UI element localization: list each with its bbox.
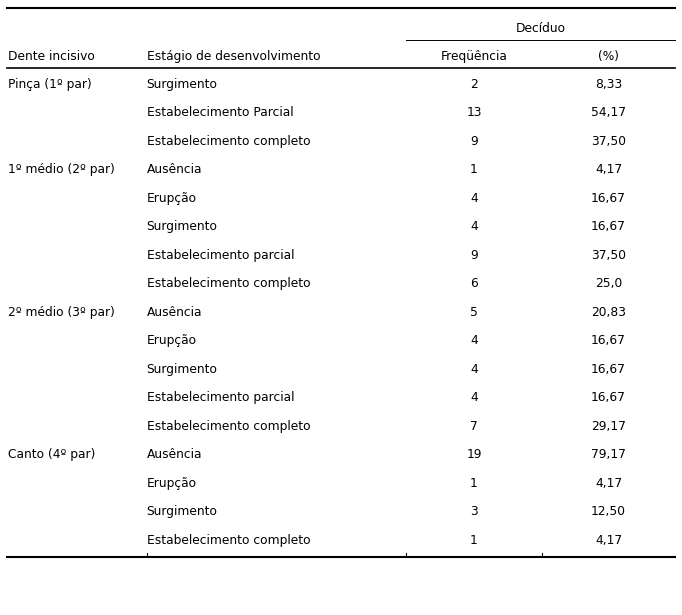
Text: Decíduo: Decíduo [516,22,565,35]
Text: 16,67: 16,67 [591,192,626,205]
Text: 4: 4 [470,220,478,233]
Text: Estágio de desenvolvimento: Estágio de desenvolvimento [147,50,321,63]
Text: 2: 2 [470,77,478,91]
Text: Surgimento: Surgimento [147,77,218,91]
Text: 1º médio (2º par): 1º médio (2º par) [8,163,115,177]
Text: 37,50: 37,50 [591,135,626,148]
Text: Freqüência: Freqüência [441,50,507,63]
Text: 16,67: 16,67 [591,391,626,404]
Text: Surgimento: Surgimento [147,363,218,376]
Text: 1: 1 [470,477,478,490]
Text: (%): (%) [598,50,619,63]
Text: Ausência: Ausência [147,306,202,319]
Text: 37,50: 37,50 [591,248,626,262]
Text: Estabelecimento completo: Estabelecimento completo [147,277,310,290]
Text: 20,83: 20,83 [591,306,626,319]
Text: Dente incisivo: Dente incisivo [8,50,95,63]
Text: 4,17: 4,17 [595,477,622,490]
Text: Pinça (1º par): Pinça (1º par) [8,77,92,91]
Text: 4: 4 [470,391,478,404]
Text: Surgimento: Surgimento [147,506,218,518]
Text: Estabelecimento parcial: Estabelecimento parcial [147,391,294,404]
Text: 1: 1 [470,534,478,547]
Text: 6: 6 [470,277,478,290]
Text: 4,17: 4,17 [595,534,622,547]
Text: 1: 1 [470,163,478,177]
Text: 9: 9 [470,248,478,262]
Text: 25,0: 25,0 [595,277,622,290]
Text: 8,33: 8,33 [595,77,622,91]
Text: Ausência: Ausência [147,448,202,461]
Text: 4: 4 [470,363,478,376]
Text: 19: 19 [466,448,481,461]
Text: 3: 3 [470,506,478,518]
Text: 7: 7 [470,420,478,433]
Text: 4: 4 [470,334,478,347]
Text: 4,17: 4,17 [595,163,622,177]
Text: Surgimento: Surgimento [147,220,218,233]
Text: 29,17: 29,17 [591,420,626,433]
Text: 16,67: 16,67 [591,363,626,376]
Text: Ausência: Ausência [147,163,202,177]
Text: 79,17: 79,17 [591,448,626,461]
Text: Estabelecimento parcial: Estabelecimento parcial [147,248,294,262]
Text: 2º médio (3º par): 2º médio (3º par) [8,306,115,319]
Text: Erupção: Erupção [147,477,196,490]
Text: Estabelecimento completo: Estabelecimento completo [147,534,310,547]
Text: 16,67: 16,67 [591,220,626,233]
Text: 13: 13 [466,106,481,119]
Text: 54,17: 54,17 [591,106,626,119]
Text: 16,67: 16,67 [591,334,626,347]
Text: 12,50: 12,50 [591,506,626,518]
Text: Erupção: Erupção [147,192,196,205]
Text: 4: 4 [470,192,478,205]
Text: Canto (4º par): Canto (4º par) [8,448,95,461]
Text: 9: 9 [470,135,478,148]
Text: Estabelecimento Parcial: Estabelecimento Parcial [147,106,293,119]
Text: 5: 5 [470,306,478,319]
Text: Estabelecimento completo: Estabelecimento completo [147,135,310,148]
Text: Erupção: Erupção [147,334,196,347]
Text: Estabelecimento completo: Estabelecimento completo [147,420,310,433]
